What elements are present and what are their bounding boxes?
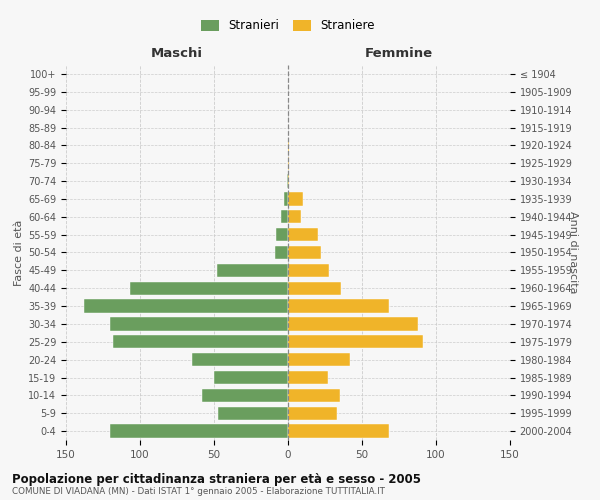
Bar (202, 388, 288, 402)
Bar (192, 353, 288, 366)
Bar (288, 246, 320, 259)
Bar (110, 317, 288, 330)
Bar (110, 424, 288, 438)
Bar (288, 282, 341, 295)
Bar (288, 174, 289, 188)
Bar (288, 388, 340, 402)
Bar (288, 300, 389, 313)
Bar (288, 210, 301, 224)
Bar (217, 264, 288, 277)
Bar (218, 406, 288, 420)
Bar (275, 246, 288, 259)
Bar (281, 210, 288, 224)
Bar (288, 424, 389, 438)
Bar (288, 138, 289, 152)
Text: COMUNE DI VIADANA (MN) - Dati ISTAT 1° gennaio 2005 - Elaborazione TUTTITALIA.IT: COMUNE DI VIADANA (MN) - Dati ISTAT 1° g… (12, 486, 385, 496)
Bar (287, 174, 288, 188)
Bar (214, 371, 288, 384)
Legend: Stranieri, Straniere: Stranieri, Straniere (196, 14, 380, 37)
Bar (288, 406, 337, 420)
Text: Femmine: Femmine (365, 46, 433, 60)
Bar (288, 192, 303, 205)
Y-axis label: Fasce di età: Fasce di età (14, 220, 24, 286)
Bar (288, 264, 329, 277)
Bar (84, 300, 288, 313)
Bar (288, 371, 328, 384)
Bar (288, 335, 422, 348)
Bar (113, 335, 288, 348)
Bar (288, 156, 289, 170)
Bar (284, 192, 288, 205)
Y-axis label: Anni di nascita: Anni di nascita (568, 211, 578, 294)
Text: Maschi: Maschi (151, 46, 203, 60)
Bar (130, 282, 288, 295)
Bar (288, 317, 418, 330)
Bar (288, 353, 350, 366)
Bar (276, 228, 288, 241)
Bar (288, 228, 317, 241)
Text: Popolazione per cittadinanza straniera per età e sesso - 2005: Popolazione per cittadinanza straniera p… (12, 472, 421, 486)
